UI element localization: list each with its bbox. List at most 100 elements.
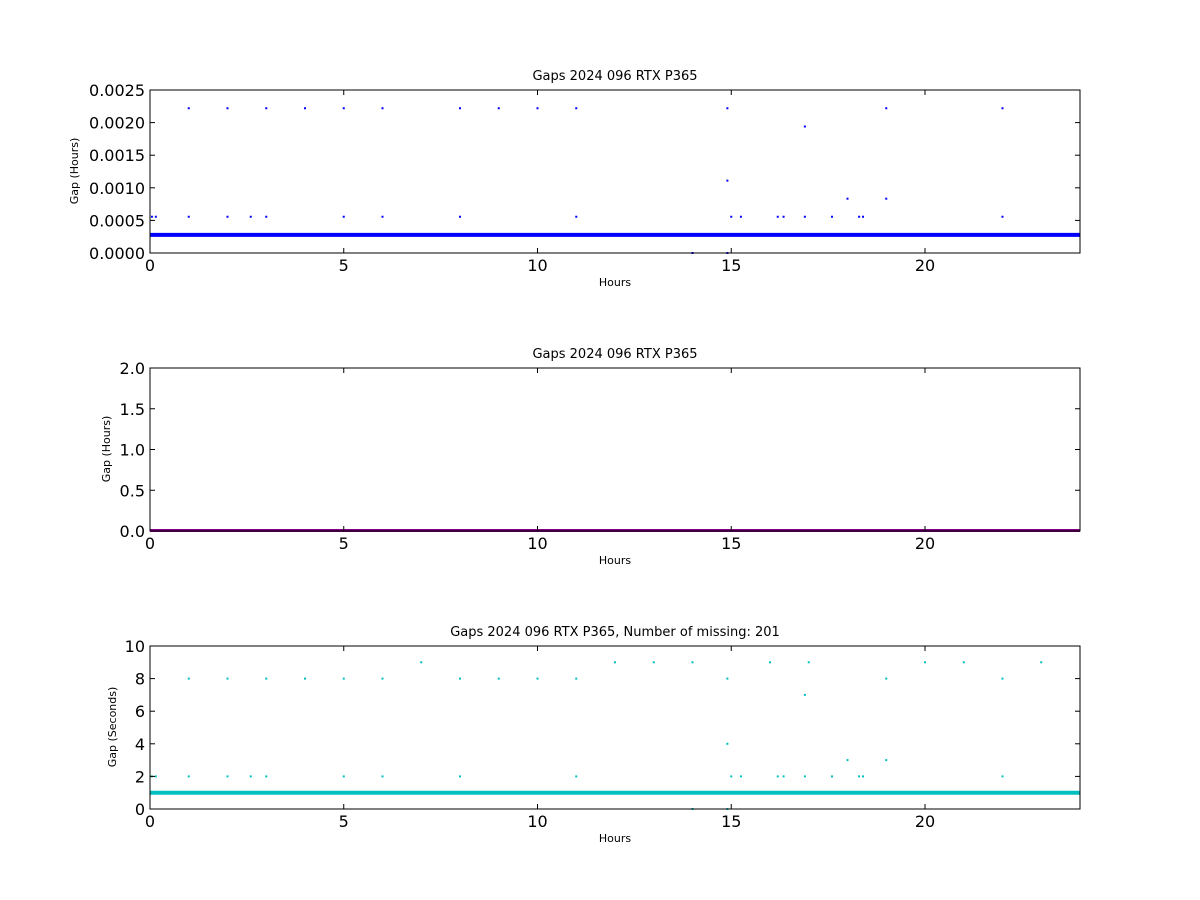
data-point <box>1001 107 1004 110</box>
data-point <box>726 107 729 110</box>
x-tick-label: 0 <box>145 534 155 553</box>
y-tick-label: 8 <box>135 670 145 689</box>
x-tick-label: 15 <box>721 256 741 275</box>
data-point <box>342 107 345 110</box>
data-point <box>249 775 252 778</box>
y-tick-label: 10 <box>125 637 145 656</box>
data-point <box>782 215 785 218</box>
data-point <box>536 677 539 680</box>
y-axis-label: Gap (Hours) <box>68 138 81 205</box>
y-tick-label: 0.0005 <box>89 211 145 230</box>
data-point <box>862 775 864 778</box>
y-tick-label: 2 <box>135 767 145 786</box>
data-point <box>249 215 252 218</box>
y-tick-label: 0.0 <box>120 522 145 541</box>
data-point <box>304 677 306 680</box>
x-tick-label: 10 <box>527 534 547 553</box>
data-point <box>691 661 694 664</box>
x-tick-label: 15 <box>721 812 741 831</box>
data-point <box>885 677 888 680</box>
data-point <box>226 775 229 778</box>
x-tick-label: 10 <box>527 256 547 275</box>
data-point <box>575 677 578 680</box>
x-tick-label: 5 <box>339 534 349 553</box>
data-point <box>575 107 578 110</box>
y-tick-label: 0.0010 <box>89 179 145 198</box>
y-tick-label: 0.0025 <box>89 81 145 100</box>
data-point <box>459 677 461 680</box>
x-tick-label: 15 <box>721 534 741 553</box>
x-tick-label: 20 <box>915 812 935 831</box>
data-point <box>776 215 779 218</box>
data-point <box>652 661 655 664</box>
data-point <box>575 215 578 218</box>
data-point <box>226 107 229 110</box>
axes-frame <box>149 645 1081 810</box>
data-point <box>187 775 190 778</box>
y-tick-label: 0.0000 <box>89 244 145 263</box>
data-point <box>803 693 806 696</box>
data-point <box>739 775 742 778</box>
x-tick-label: 0 <box>145 256 155 275</box>
data-point <box>1001 775 1004 778</box>
data-point <box>497 107 500 110</box>
data-point <box>726 179 729 182</box>
y-tick-label: 2.0 <box>120 359 145 378</box>
axes-frame <box>149 89 1081 254</box>
y-tick-label: 0 <box>135 800 145 819</box>
data-point <box>381 215 384 218</box>
chart-title: Gaps 2024 096 RTX P365, Number of missin… <box>450 625 780 640</box>
data-point <box>924 661 926 664</box>
data-point <box>304 107 306 110</box>
data-point <box>459 775 461 778</box>
data-point <box>858 775 861 778</box>
x-axis-label: Hours <box>599 554 631 567</box>
data-point <box>885 197 888 200</box>
plot-area <box>150 661 1080 810</box>
data-point <box>730 775 733 778</box>
data-point <box>536 107 539 110</box>
data-point <box>187 215 190 218</box>
data-point <box>265 215 268 218</box>
data-point <box>614 661 616 664</box>
data-point <box>575 775 578 778</box>
x-axis-label: Hours <box>599 832 631 845</box>
data-point <box>187 677 190 680</box>
data-point <box>885 759 888 762</box>
data-point <box>420 661 423 664</box>
data-point <box>265 677 268 680</box>
y-tick-label: 4 <box>135 735 145 754</box>
data-point <box>739 215 742 218</box>
y-axis-label: Gap (Seconds) <box>106 687 119 768</box>
data-point <box>497 677 500 680</box>
x-axis-label: Hours <box>599 276 631 289</box>
data-point <box>730 215 733 218</box>
data-point <box>342 775 345 778</box>
data-point <box>858 215 861 218</box>
data-point <box>226 215 229 218</box>
y-tick-label: 1.0 <box>120 441 145 460</box>
y-tick-label: 0.0015 <box>89 146 145 165</box>
x-tick-label: 20 <box>915 256 935 275</box>
data-point <box>459 215 461 218</box>
x-tick-label: 10 <box>527 812 547 831</box>
x-tick-label: 0 <box>145 812 155 831</box>
data-point <box>381 677 384 680</box>
data-point <box>831 215 833 218</box>
data-point <box>265 775 268 778</box>
data-point <box>342 215 345 218</box>
data-point <box>846 197 849 200</box>
data-point <box>726 742 729 745</box>
data-point <box>1001 215 1004 218</box>
data-point <box>381 775 384 778</box>
data-point <box>862 215 864 218</box>
data-point <box>150 215 153 218</box>
data-point <box>782 775 785 778</box>
chart-panel-middle: Gaps 2024 096 RTX P365 Hours Gap (Hours)… <box>100 347 1081 567</box>
data-point <box>226 677 229 680</box>
data-point <box>1001 677 1004 680</box>
y-tick-label: 1.5 <box>120 400 145 419</box>
data-point <box>769 661 771 664</box>
